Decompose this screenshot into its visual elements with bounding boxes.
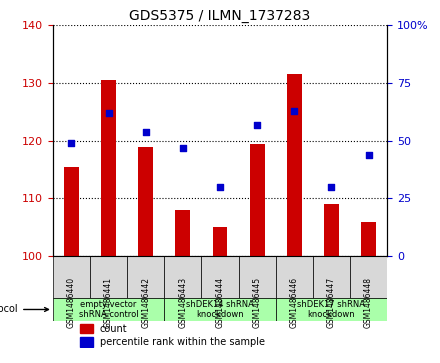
FancyBboxPatch shape <box>127 256 164 298</box>
FancyBboxPatch shape <box>164 298 276 321</box>
Bar <box>176 210 190 256</box>
Text: percentile rank within the sample: percentile rank within the sample <box>99 337 264 347</box>
Point <box>180 145 187 151</box>
FancyBboxPatch shape <box>164 256 202 298</box>
Text: shDEK14 shRNA
knockdown: shDEK14 shRNA knockdown <box>186 300 254 319</box>
FancyBboxPatch shape <box>276 256 313 298</box>
Bar <box>250 144 264 256</box>
Point <box>365 152 372 158</box>
Text: GSM1486441: GSM1486441 <box>104 277 113 328</box>
Bar <box>361 221 376 256</box>
Text: GSM1486448: GSM1486448 <box>364 277 373 328</box>
FancyBboxPatch shape <box>313 256 350 298</box>
Text: GSM1486446: GSM1486446 <box>290 277 299 328</box>
Title: GDS5375 / ILMN_1737283: GDS5375 / ILMN_1737283 <box>129 9 311 23</box>
Text: GSM1486447: GSM1486447 <box>327 277 336 328</box>
Bar <box>213 227 227 256</box>
Point <box>142 129 149 134</box>
FancyBboxPatch shape <box>202 256 238 298</box>
FancyBboxPatch shape <box>53 256 90 298</box>
Text: shDEK17 shRNA
knockdown: shDEK17 shRNA knockdown <box>297 300 366 319</box>
Bar <box>138 147 153 256</box>
Point <box>328 184 335 190</box>
Bar <box>287 74 302 256</box>
Text: GSM1486440: GSM1486440 <box>67 277 76 328</box>
Point <box>216 184 224 190</box>
Bar <box>64 167 79 256</box>
FancyBboxPatch shape <box>90 256 127 298</box>
Bar <box>80 323 93 333</box>
Text: GSM1486443: GSM1486443 <box>178 277 187 328</box>
Bar <box>80 337 93 347</box>
Point <box>68 140 75 146</box>
Point <box>105 110 112 116</box>
FancyBboxPatch shape <box>53 298 164 321</box>
Text: GSM1486444: GSM1486444 <box>216 277 224 328</box>
Text: empty vector
shRNA control: empty vector shRNA control <box>79 300 138 319</box>
FancyBboxPatch shape <box>276 298 387 321</box>
Text: GSM1486445: GSM1486445 <box>253 277 262 328</box>
Text: GSM1486442: GSM1486442 <box>141 277 150 328</box>
Bar <box>101 80 116 256</box>
Point <box>291 108 298 114</box>
FancyBboxPatch shape <box>350 256 387 298</box>
Text: protocol: protocol <box>0 305 48 314</box>
Bar <box>324 204 339 256</box>
Text: count: count <box>99 323 127 334</box>
Point <box>253 122 260 127</box>
FancyBboxPatch shape <box>238 256 276 298</box>
